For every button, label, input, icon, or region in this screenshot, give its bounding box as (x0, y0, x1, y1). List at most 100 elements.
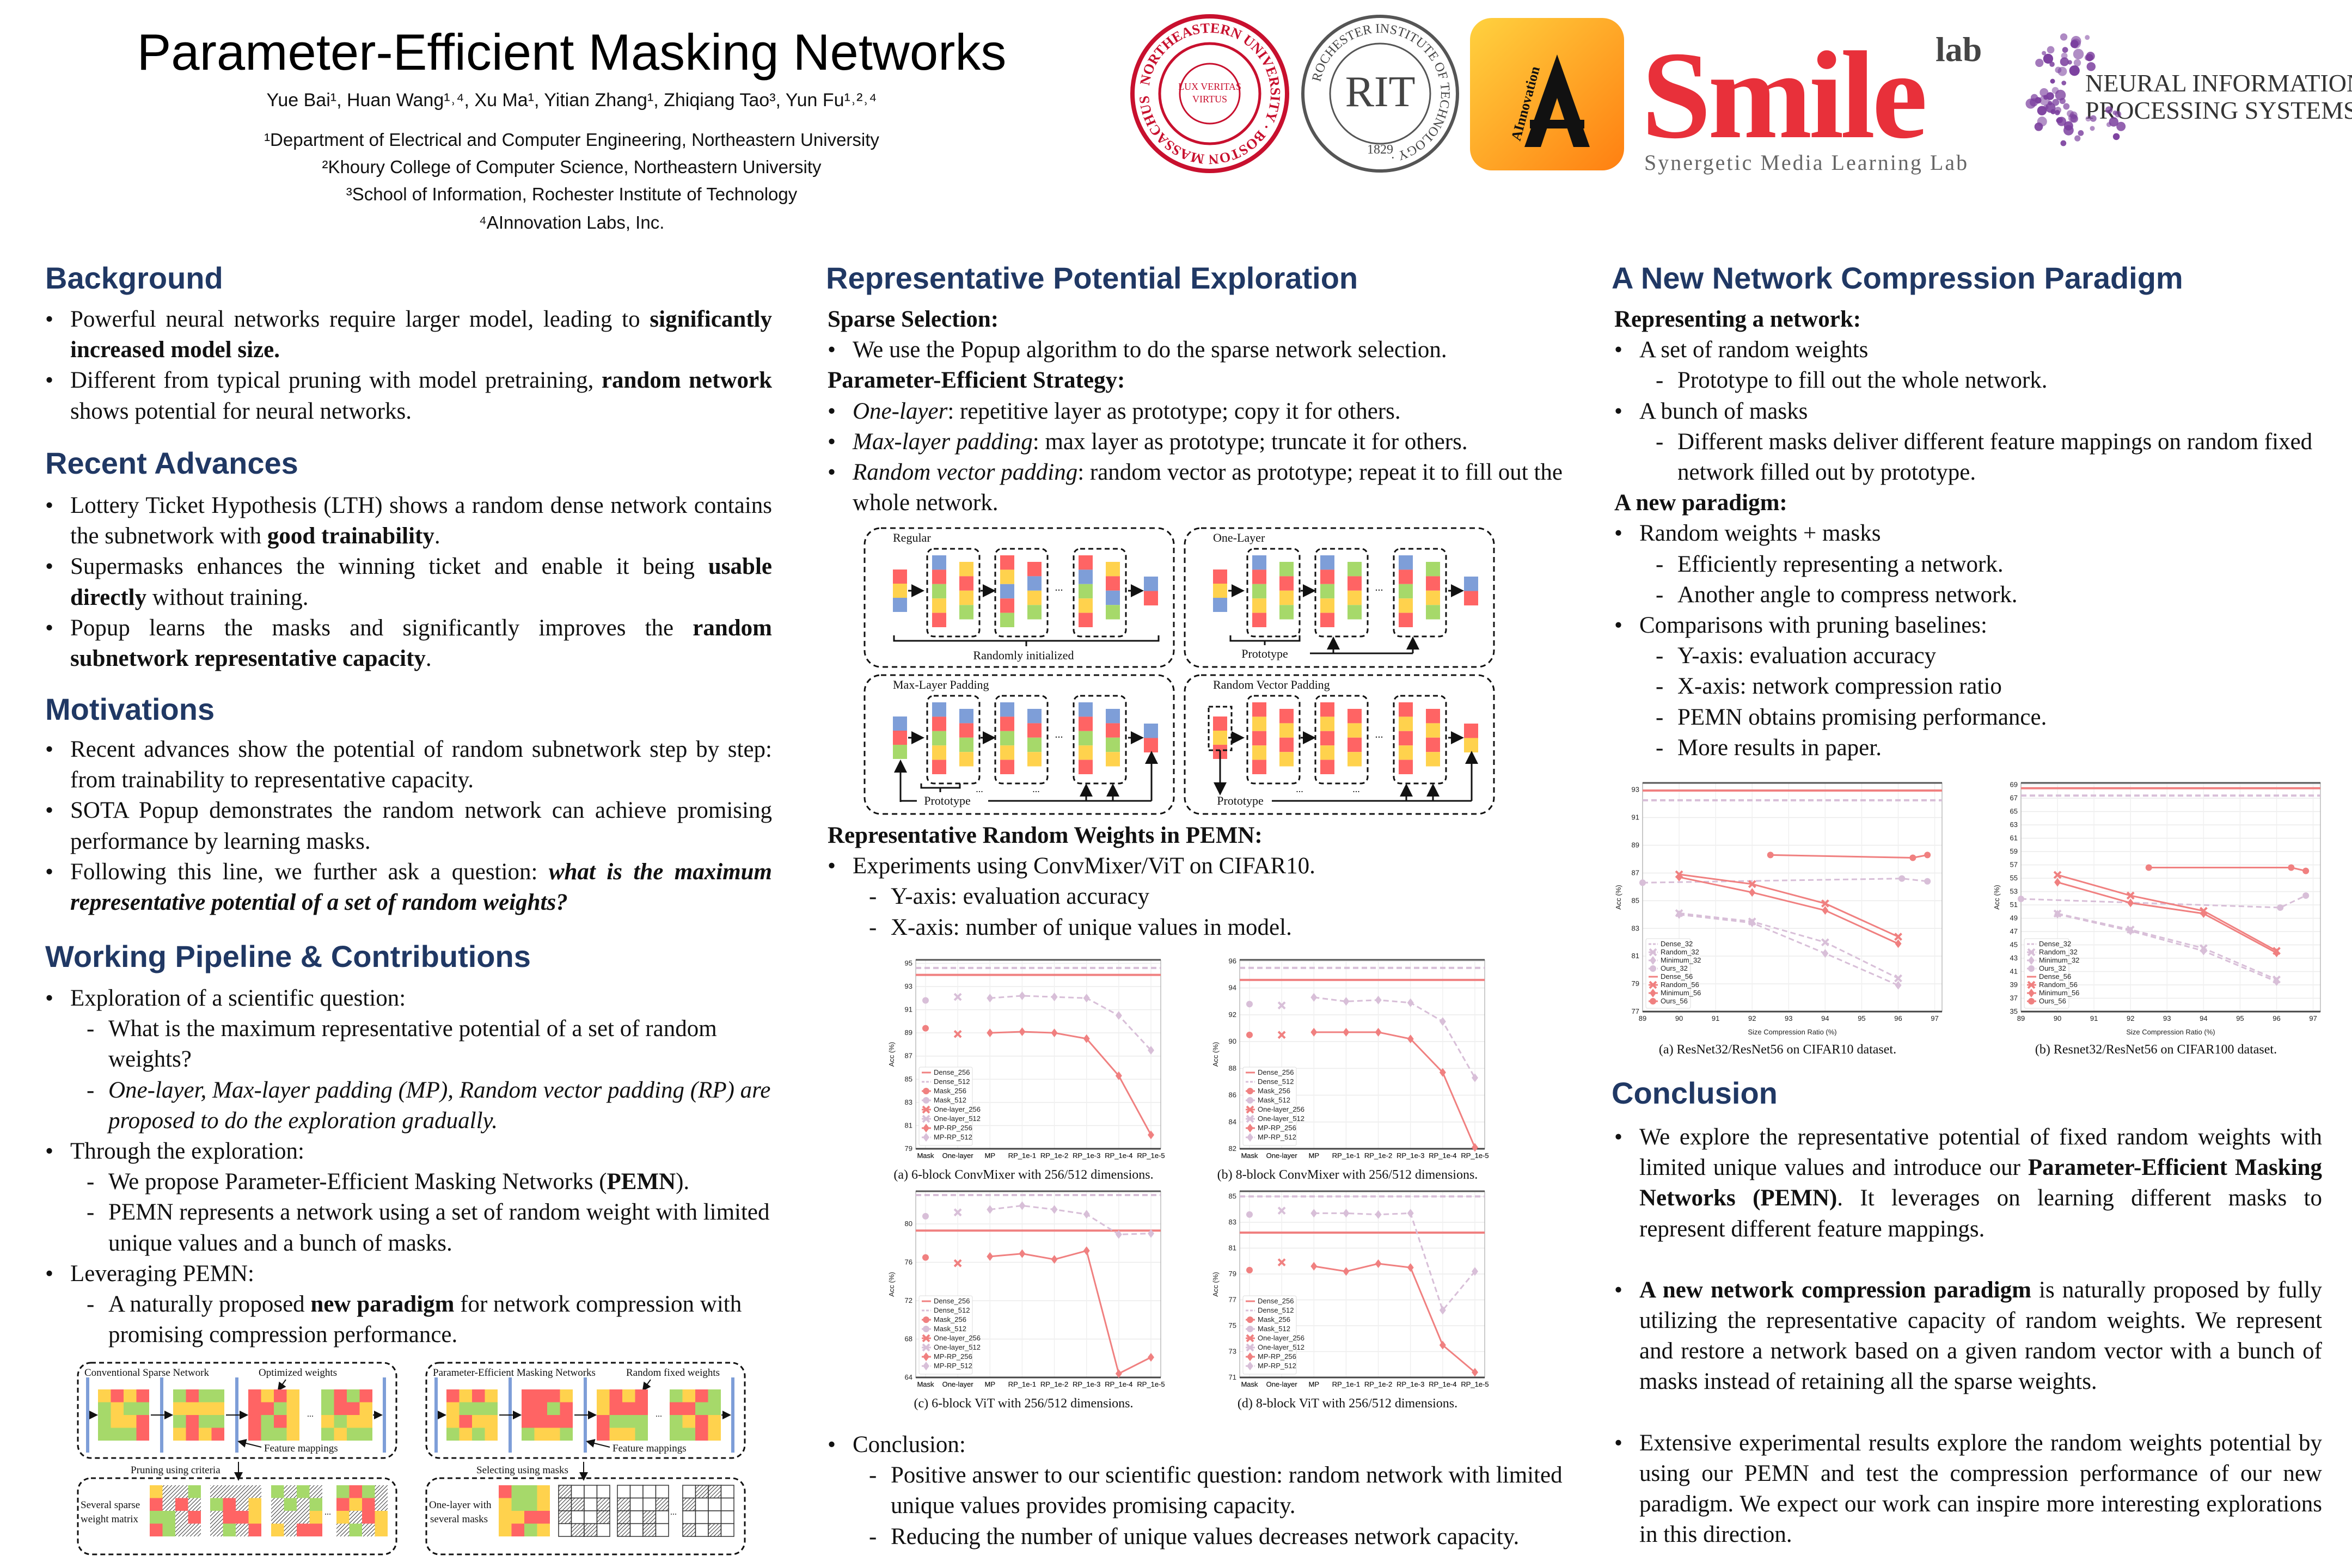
y-tick-label: 95 (905, 959, 912, 967)
rit-seal-logo: ROCHESTER INSTITUTE OF TECHNOLOGY · RIT … (1301, 15, 1459, 173)
weight-cell (124, 1415, 137, 1428)
bullet-icon: • (828, 1432, 836, 1457)
section-heading-background: Background (45, 261, 223, 295)
ellipsis: ... (976, 783, 983, 794)
weight-block (1279, 709, 1294, 724)
weight-cell (173, 1428, 186, 1441)
arrow-icon (586, 1439, 610, 1448)
y-tick-label: 83 (1632, 924, 1639, 932)
panel-title: One-Layer (1213, 531, 1265, 544)
data-point (1898, 875, 1906, 882)
neurips-dot (2073, 48, 2084, 60)
list-item: • Conclusion: (828, 1430, 1576, 1460)
weight-block (1027, 709, 1042, 724)
weight-cell (558, 1485, 572, 1499)
y-tick-label: 86 (1229, 1091, 1236, 1099)
data-point (923, 1133, 929, 1142)
weight-cell (655, 1510, 669, 1524)
neurips-dot (2060, 33, 2068, 41)
legend-label: One-layer_256 (1258, 1334, 1304, 1342)
list-item: - Efficiently representing a network. (1614, 549, 2322, 580)
weight-block (1279, 723, 1294, 738)
weight-cell (708, 1428, 721, 1441)
ellipsis: ... (1352, 783, 1360, 794)
weight-block (932, 759, 946, 774)
y-tick-label: 91 (905, 1006, 912, 1014)
weight-block (1144, 591, 1158, 605)
x-category-label: RP_1e-3 (1396, 1152, 1424, 1160)
data-point (1749, 888, 1756, 897)
list-item: • A bunch of masks (1614, 396, 2322, 427)
data-point (1894, 933, 1902, 941)
data-point (1115, 1369, 1122, 1378)
weight-block (1464, 738, 1478, 752)
weight-block (893, 584, 907, 598)
data-point (2028, 956, 2035, 965)
weight-cell (211, 1415, 224, 1428)
bullet-icon: • (45, 615, 54, 641)
list-item: -A naturally proposed new paradigm for n… (45, 1289, 772, 1350)
panel-border (863, 527, 1175, 668)
weight-cell (682, 1523, 696, 1537)
x-category-label: RP_1e-5 (1137, 1380, 1165, 1388)
weight-cell (635, 1428, 648, 1441)
data-point (1019, 991, 1026, 1000)
weight-cell (597, 1415, 610, 1428)
legend-label: MP-RP_512 (934, 1133, 972, 1141)
weight-block (1347, 605, 1362, 620)
weight-block (1000, 759, 1014, 774)
data-point (1407, 998, 1414, 1007)
list-item: • Popup learns the masks and significantl… (45, 613, 772, 674)
weight-block (1106, 576, 1120, 591)
list-item: • Lottery Ticket Hypothesis (LTH) shows a… (45, 491, 772, 552)
x-tick-label: RP_1e-1 (1008, 1380, 1036, 1388)
text-segment: Efficiently representing a network. (1677, 551, 2004, 577)
weight-cell (175, 1498, 188, 1511)
weight-cell (309, 1485, 322, 1498)
weight-cell (297, 1523, 310, 1536)
x-tick-label: Mask (1241, 1152, 1258, 1160)
list-item: - Different masks deliver different featu… (1614, 427, 2322, 488)
text-segment: What is the maximum representative poten… (108, 1016, 717, 1073)
weight-block (1347, 562, 1362, 577)
weight-cell (136, 1389, 149, 1402)
x-tick-label: 93 (2163, 1014, 2171, 1022)
data-point (922, 1343, 930, 1352)
x-axis-label: Size Compression Ratio (%) (1748, 1028, 1836, 1036)
x-category-label: RP_1e-2 (1040, 1380, 1068, 1388)
weight-block (1252, 731, 1266, 746)
weight-cell (271, 1523, 284, 1536)
bullet-icon: • (1614, 1430, 1623, 1456)
x-category-label: RP_1e-2 (1040, 1152, 1068, 1160)
weight-cell (162, 1485, 175, 1498)
bullet-icon: • (45, 554, 54, 580)
x-tick-label: 97 (1931, 1014, 1938, 1022)
y-tick-label: 87 (1632, 868, 1639, 877)
weight-cell (162, 1511, 175, 1524)
list-item: - Prototype to fill out the whole network… (1614, 365, 2322, 396)
weight-block (1079, 612, 1093, 627)
weight-cell (446, 1389, 460, 1402)
weight-cell (720, 1497, 734, 1511)
x-category-label: RP_1e-1 (1332, 1152, 1360, 1160)
y-axis-label: Acc (%) (1614, 885, 1622, 910)
weight-block (1252, 598, 1266, 613)
chart-b-container: 82 84 86 88 90 92 94 96 Mask One-layer MP RP_1e-1 RP… (1206, 955, 1489, 1183)
neurips-dot (2061, 81, 2067, 85)
text-segment: Sparse Selection: (828, 307, 999, 332)
pipeline-list: • Exploration of a scientific question: - W… (45, 983, 772, 1350)
diagram-label: Prototype (924, 794, 971, 807)
legend-label: Minimum_56 (1661, 989, 1701, 997)
section-heading-compression-paradigm: A New Network Compression Paradigm (1612, 261, 2183, 295)
weight-block (1213, 569, 1227, 584)
series-one-layer_512 (1277, 1206, 1286, 1215)
text-segment: We explore the representative potential … (1639, 1124, 2322, 1181)
weight-cell (472, 1415, 485, 1428)
weight-block (1252, 702, 1266, 717)
bullet-icon: • (45, 367, 54, 394)
weight-block (1464, 577, 1478, 591)
weight-cell (609, 1428, 622, 1441)
legend-box (1242, 1295, 1297, 1375)
weight-cell (522, 1415, 535, 1428)
legend-label: One-layer_512 (934, 1114, 981, 1123)
